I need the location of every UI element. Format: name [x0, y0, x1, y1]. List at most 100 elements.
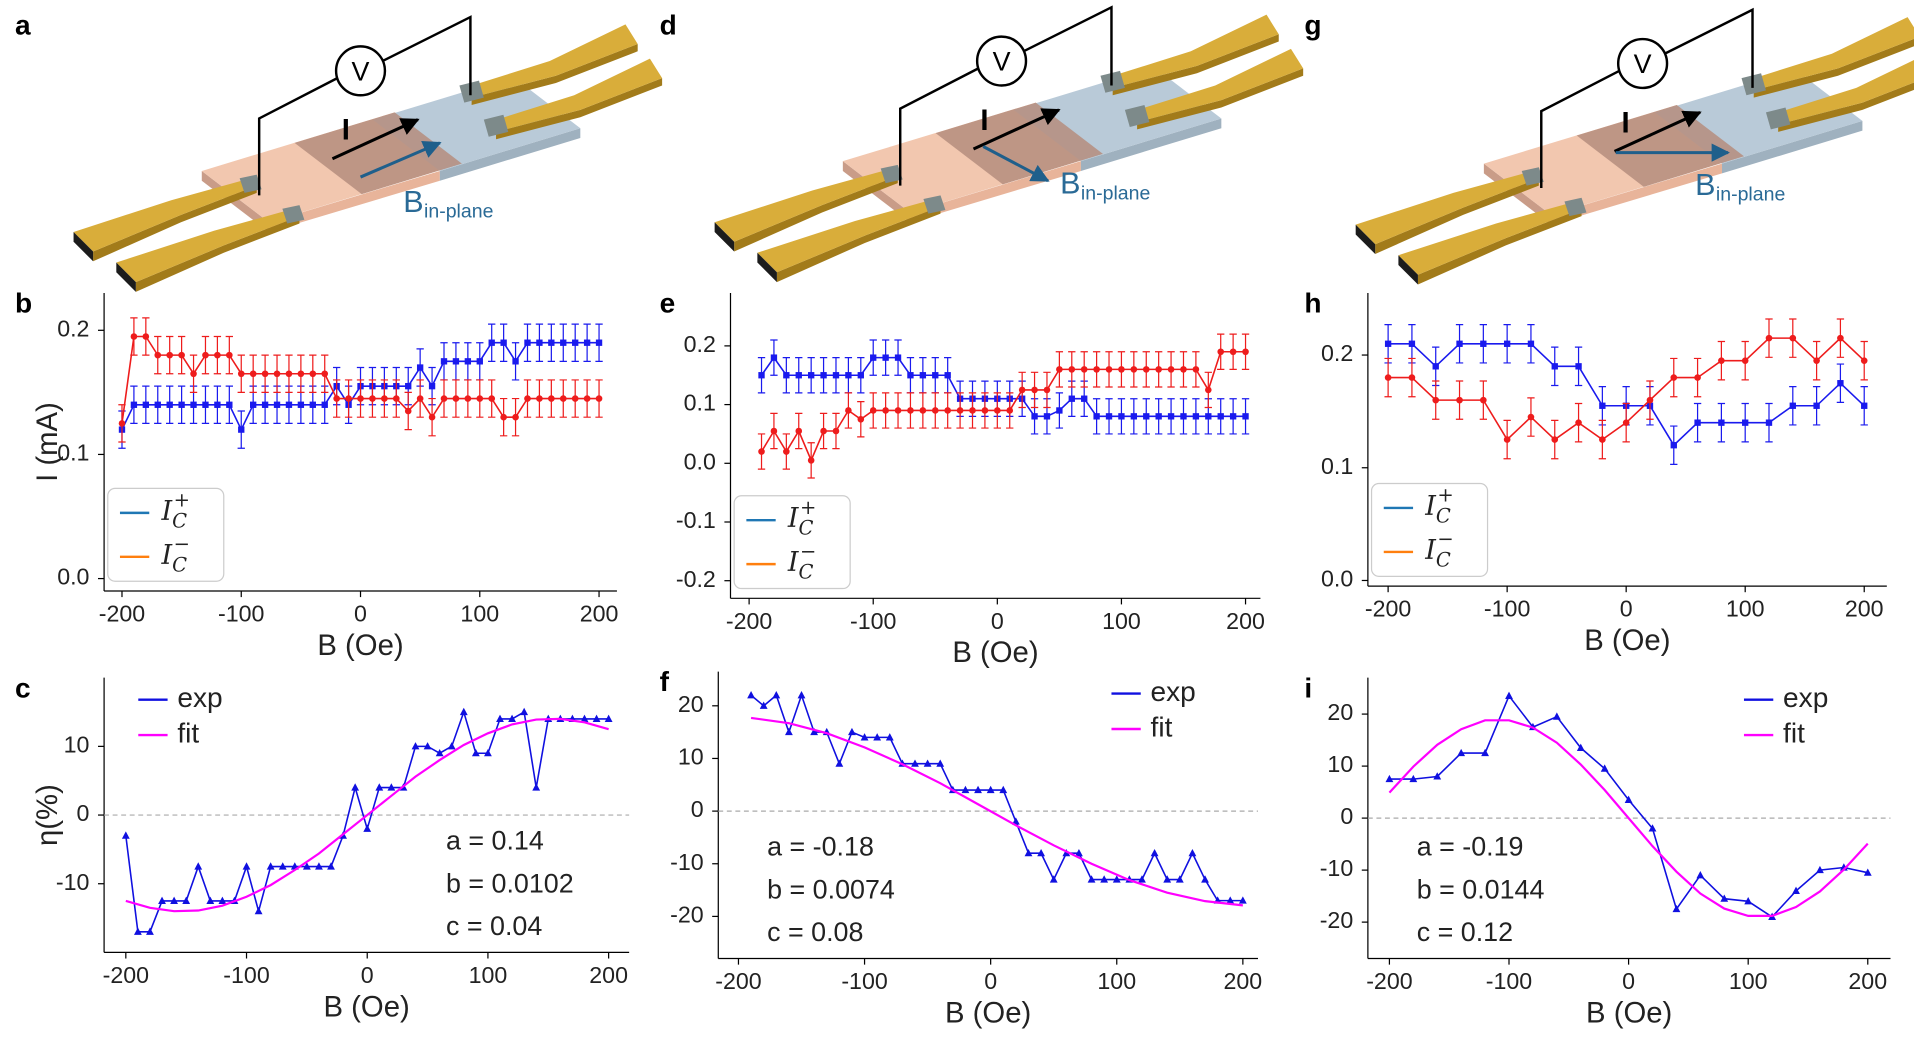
- x-tick-label: -200: [99, 601, 145, 627]
- marker: [580, 714, 589, 722]
- marker: [956, 407, 964, 414]
- marker: [860, 733, 869, 741]
- marker: [894, 407, 902, 414]
- x-tick-label: 200: [580, 601, 619, 627]
- marker: [133, 927, 142, 935]
- legend-label: IC+: [787, 495, 816, 539]
- marker: [1229, 413, 1237, 420]
- marker: [919, 372, 927, 379]
- marker: [1861, 402, 1868, 409]
- marker: [1150, 848, 1159, 857]
- marker: [848, 727, 856, 736]
- marker: [428, 382, 436, 390]
- y-tick-label: -10: [670, 849, 704, 875]
- marker: [1130, 413, 1138, 420]
- legend-superscript: −: [800, 539, 816, 562]
- marker: [146, 927, 154, 935]
- y-tick-label: 10: [678, 744, 704, 770]
- marker: [202, 401, 209, 408]
- y-tick-label: -10: [1320, 855, 1354, 881]
- legend-label: exp: [1783, 682, 1828, 713]
- legend: IC+IC−: [733, 495, 851, 590]
- marker: [1043, 413, 1051, 420]
- marker: [932, 372, 939, 379]
- marker: [994, 407, 1001, 414]
- legend-label: exp: [1151, 676, 1196, 707]
- y-tick-label: 0: [77, 800, 90, 826]
- marker: [512, 358, 519, 365]
- marker: [464, 358, 472, 365]
- y-tick-label: 0.0: [1321, 566, 1353, 592]
- x-tick-label: 200: [1226, 608, 1265, 634]
- marker: [142, 333, 150, 340]
- marker: [820, 372, 827, 379]
- marker: [944, 407, 951, 414]
- legend: exp fit: [1743, 682, 1828, 748]
- marker: [1175, 875, 1184, 883]
- marker: [254, 906, 263, 915]
- marker: [1576, 743, 1585, 751]
- marker: [309, 370, 317, 378]
- marker: [387, 783, 396, 791]
- marker: [1242, 348, 1249, 356]
- marker: [440, 395, 448, 402]
- x-tick-label: 100: [1102, 608, 1141, 634]
- marker: [1456, 396, 1463, 404]
- x-tick-label: -100: [1486, 968, 1532, 994]
- marker: [1863, 868, 1872, 876]
- marker: [1527, 413, 1535, 421]
- x-tick-label: -100: [218, 601, 264, 627]
- legend-label: fit: [1151, 711, 1173, 742]
- marker: [238, 426, 245, 433]
- y-tick-label: 20: [678, 691, 704, 717]
- marker: [1242, 413, 1249, 420]
- marker: [266, 862, 275, 870]
- legend: IC+IC−: [1370, 482, 1489, 577]
- marker: [548, 339, 555, 346]
- marker: [315, 862, 323, 870]
- marker: [166, 401, 173, 408]
- marker: [882, 354, 889, 361]
- x-tick-label: -200: [103, 962, 149, 988]
- panel-label: e: [660, 288, 676, 319]
- marker: [1480, 340, 1487, 347]
- marker: [1718, 357, 1725, 364]
- panel-label: f: [660, 666, 670, 697]
- marker: [1599, 402, 1606, 409]
- marker: [154, 401, 161, 408]
- marker: [1180, 413, 1187, 420]
- legend-label: IC−: [1424, 527, 1453, 571]
- legend-name: I: [1424, 491, 1437, 522]
- marker: [907, 407, 914, 414]
- marker: [1527, 340, 1535, 347]
- data-line: [760, 350, 1246, 463]
- marker: [595, 339, 603, 346]
- marker: [1056, 407, 1063, 414]
- legend-superscript: +: [174, 488, 190, 511]
- marker: [1112, 875, 1121, 883]
- marker: [1480, 396, 1487, 404]
- marker: [214, 351, 221, 359]
- marker: [1456, 340, 1463, 347]
- legend-label: fit: [1783, 717, 1805, 748]
- marker: [1813, 402, 1820, 409]
- marker: [1575, 419, 1582, 426]
- legend-label: IC+: [160, 488, 189, 532]
- panel-label: g: [1304, 9, 1321, 40]
- marker: [321, 401, 328, 408]
- marker: [423, 742, 432, 750]
- x-tick-label: 100: [1726, 596, 1765, 622]
- marker: [500, 413, 507, 421]
- x-axis-label: B (Oe): [945, 996, 1031, 1029]
- marker: [1024, 848, 1033, 857]
- legend-label: IC−: [787, 539, 816, 583]
- data-line: [750, 716, 1243, 907]
- legend-superscript: −: [174, 532, 190, 555]
- marker: [500, 339, 507, 346]
- x-tick-label: 0: [1620, 596, 1633, 622]
- x-tick-label: 0: [1622, 968, 1635, 994]
- marker: [190, 370, 197, 378]
- x-tick-label: -100: [1484, 596, 1530, 622]
